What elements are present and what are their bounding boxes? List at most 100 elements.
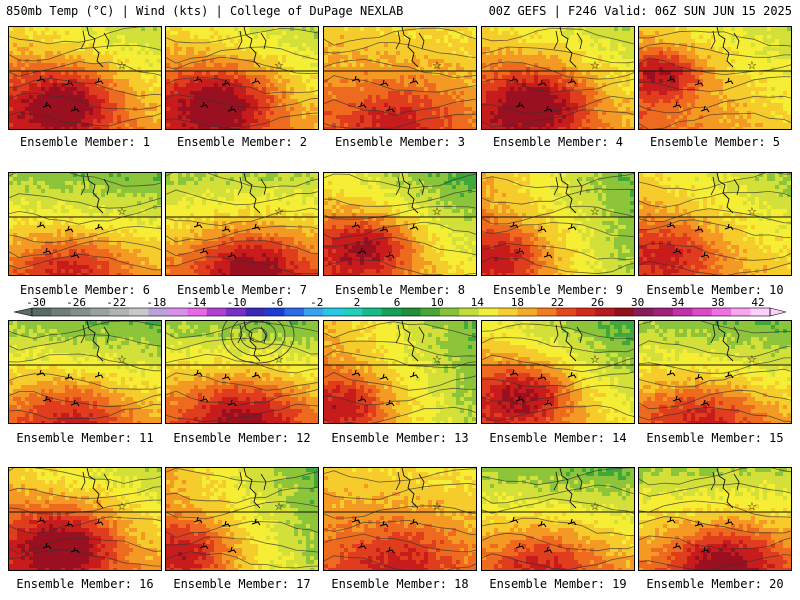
temperature-cell bbox=[85, 127, 90, 129]
temperature-cell bbox=[57, 123, 62, 128]
temperature-cell bbox=[17, 55, 22, 60]
temperature-cell bbox=[77, 71, 82, 76]
temperature-cell bbox=[711, 27, 716, 32]
temperature-cell bbox=[464, 111, 469, 116]
temperature-cell bbox=[747, 87, 752, 92]
temperature-cell bbox=[49, 47, 54, 52]
temperature-cell bbox=[663, 107, 668, 112]
temperature-cell bbox=[594, 123, 599, 128]
temperature-cell bbox=[424, 55, 429, 60]
temperature-cell bbox=[13, 27, 18, 32]
temperature-cell bbox=[562, 123, 567, 128]
temperature-cell bbox=[526, 47, 531, 52]
temperature-cell bbox=[109, 83, 114, 88]
temperature-cell bbox=[530, 115, 535, 120]
temperature-cell bbox=[456, 99, 461, 104]
temperature-cell bbox=[787, 83, 791, 88]
temperature-cell bbox=[166, 59, 171, 64]
temperature-cell bbox=[506, 103, 511, 108]
temperature-cell bbox=[174, 39, 179, 44]
temperature-cell bbox=[554, 119, 559, 124]
temperature-cell bbox=[258, 47, 263, 52]
temperature-cell bbox=[468, 51, 473, 56]
temperature-cell bbox=[222, 115, 227, 120]
temperature-cell bbox=[783, 39, 788, 44]
temperature-cell bbox=[562, 103, 567, 108]
temperature-cell bbox=[133, 55, 138, 60]
temperature-cell bbox=[145, 103, 150, 108]
temperature-cell bbox=[464, 91, 469, 96]
temperature-cell bbox=[105, 127, 110, 129]
temperature-cell bbox=[550, 111, 555, 116]
temperature-cell bbox=[129, 71, 134, 76]
temperature-cell bbox=[424, 35, 429, 40]
temperature-cell bbox=[727, 83, 732, 88]
temperature-cell bbox=[452, 51, 457, 56]
temperature-cell bbox=[182, 95, 187, 100]
temperature-cell bbox=[538, 119, 543, 124]
temperature-cell bbox=[286, 119, 291, 124]
temperature-cell bbox=[356, 111, 361, 116]
temperature-cell bbox=[310, 103, 315, 108]
temperature-cell bbox=[306, 27, 311, 32]
temperature-cell bbox=[400, 35, 405, 40]
temperature-cell bbox=[324, 91, 329, 96]
temperature-cell bbox=[166, 115, 171, 120]
temperature-cell bbox=[538, 87, 543, 92]
temperature-cell bbox=[336, 31, 341, 36]
height-contour bbox=[9, 77, 161, 97]
temperature-cell bbox=[190, 107, 195, 112]
temperature-cell bbox=[456, 39, 461, 44]
temperature-cell bbox=[13, 71, 18, 76]
temperature-cell bbox=[61, 99, 66, 104]
temperature-cell bbox=[558, 51, 563, 56]
temperature-cell bbox=[250, 87, 255, 92]
temperature-cell bbox=[376, 83, 381, 88]
temperature-cell bbox=[494, 123, 499, 128]
temperature-cell bbox=[69, 91, 74, 96]
temperature-cell bbox=[590, 95, 595, 100]
temperature-cell bbox=[93, 71, 98, 76]
temperature-cell bbox=[582, 59, 587, 64]
temperature-cell bbox=[498, 75, 503, 80]
temperature-cell bbox=[170, 39, 175, 44]
temperature-cell bbox=[743, 39, 748, 44]
temperature-cell bbox=[771, 87, 776, 92]
temperature-cell bbox=[145, 87, 150, 92]
temperature-cell bbox=[679, 59, 684, 64]
temperature-cell bbox=[129, 83, 134, 88]
temperature-cell bbox=[659, 35, 664, 40]
temperature-cell bbox=[618, 119, 623, 124]
coastline bbox=[553, 30, 583, 50]
temperature-cell bbox=[13, 67, 18, 72]
temperature-cell bbox=[436, 63, 441, 68]
temperature-cell bbox=[290, 111, 295, 116]
temperature-cell bbox=[675, 79, 680, 84]
temperature-cell bbox=[73, 75, 78, 80]
temperature-cell bbox=[306, 87, 311, 92]
temperature-cell bbox=[626, 83, 631, 88]
temperature-cell bbox=[639, 35, 644, 40]
temperature-cell bbox=[719, 99, 724, 104]
temperature-cell bbox=[424, 75, 429, 80]
temperature-map: ☆ bbox=[482, 27, 634, 129]
temperature-cell bbox=[767, 107, 772, 112]
temperature-cell bbox=[428, 107, 433, 112]
temperature-cell bbox=[408, 103, 413, 108]
temperature-cell bbox=[278, 67, 283, 72]
temperature-cell bbox=[586, 83, 591, 88]
temperature-cell bbox=[647, 99, 652, 104]
temperature-cell bbox=[727, 39, 732, 44]
temperature-cell bbox=[81, 71, 86, 76]
temperature-cell bbox=[655, 91, 660, 96]
temperature-cell bbox=[432, 91, 437, 96]
temperature-cell bbox=[727, 71, 732, 76]
temperature-cell bbox=[606, 119, 611, 124]
temperature-cell bbox=[57, 83, 62, 88]
temperature-cell bbox=[129, 103, 134, 108]
temperature-cell bbox=[230, 111, 235, 116]
temperature-cell bbox=[129, 35, 134, 40]
temperature-cell bbox=[9, 83, 14, 88]
temperature-cell bbox=[186, 115, 191, 120]
temperature-cell bbox=[542, 99, 547, 104]
